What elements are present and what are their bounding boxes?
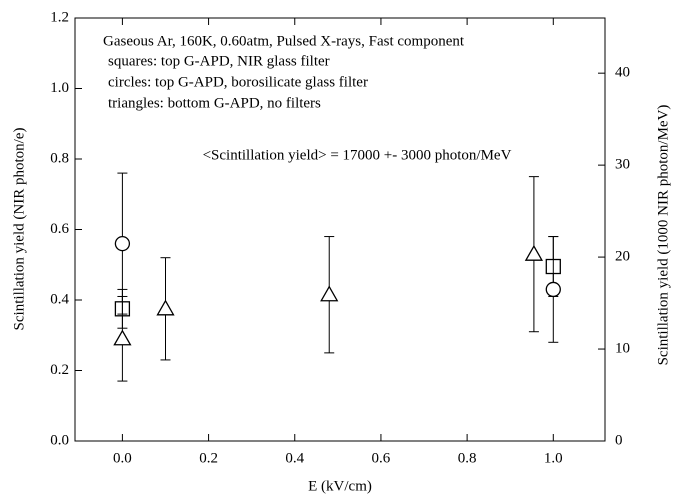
annotation: triangles: bottom G-APD, no filters (108, 95, 321, 111)
y-tick-label: 0.6 (50, 221, 69, 237)
y-tick-label: 0.8 (50, 150, 69, 166)
x-tick-label: 1.0 (544, 450, 563, 466)
annotation: circles: top G-APD, borosilicate glass f… (108, 74, 368, 90)
marker (114, 235, 131, 252)
x-tick-label: 0.4 (285, 450, 304, 466)
marker (320, 285, 339, 302)
y-tick-label: 1.2 (50, 9, 69, 25)
x-axis-label: E (kV/cm) (308, 478, 372, 494)
y2-tick-label: 30 (615, 157, 630, 173)
y-tick-label: 0.2 (50, 362, 69, 378)
marker (524, 244, 544, 261)
annotation: squares: top G-APD, NIR glass filter (108, 53, 330, 69)
y2-tick-label: 0 (615, 432, 623, 448)
y2-tick-label: 10 (615, 340, 630, 356)
marker (156, 299, 175, 316)
x-tick-label: 0.8 (458, 450, 477, 466)
x-tick-label: 0.2 (199, 450, 218, 466)
y-tick-label: 0.4 (50, 291, 69, 307)
x-tick-label: 0.6 (372, 450, 391, 466)
y2-tick-label: 40 (615, 65, 630, 81)
annotation: Gaseous Ar, 160K, 0.60atm, Pulsed X-rays… (103, 33, 465, 49)
y-tick-label: 1.0 (50, 80, 69, 96)
marker (113, 329, 132, 346)
y-axis-label: Scintillation yield (NIR photon/e) (11, 128, 27, 331)
y2-axis-label: Scintillation yield (1000 NIR photon/MeV… (655, 105, 671, 366)
x-tick-label: 0.0 (113, 450, 132, 466)
marker (545, 281, 561, 298)
y2-tick-label: 20 (615, 249, 630, 265)
annotation: <Scintillation yield> = 17000 +- 3000 ph… (203, 147, 512, 163)
y-tick-label: 0.0 (50, 432, 69, 448)
